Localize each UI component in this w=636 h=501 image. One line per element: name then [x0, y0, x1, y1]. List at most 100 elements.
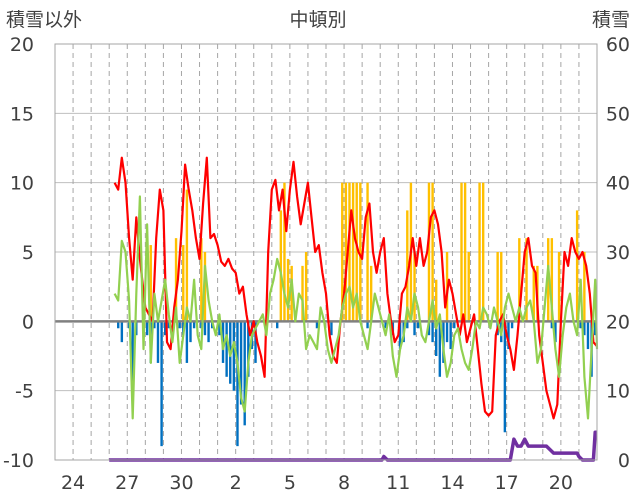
precipitation-bar	[351, 182, 355, 322]
min-temp-bar	[178, 321, 181, 329]
precipitation-bar	[174, 238, 178, 322]
precipitation-bar	[182, 245, 185, 322]
precipitation-bar	[550, 238, 554, 322]
x-tick-label: 11	[386, 472, 410, 494]
min-temp-bar	[276, 321, 279, 329]
precipitation-bar	[341, 182, 344, 322]
min-temp-bar	[438, 321, 442, 377]
precipitation-bar	[481, 182, 485, 322]
plot-frame	[54, 43, 598, 461]
left-y-tick-label: 20	[10, 34, 34, 56]
min-temp-bar	[117, 321, 120, 329]
min-temp-bar	[427, 321, 431, 336]
precipitation-bar	[478, 182, 481, 322]
min-temp-bar	[247, 321, 250, 377]
x-tick-label: 27	[115, 472, 139, 494]
chart-title: 中頓別	[289, 9, 346, 31]
right-y-tick-label: 60	[606, 34, 630, 56]
min-temp-bar	[586, 321, 590, 350]
x-tick-label: 8	[338, 472, 350, 494]
min-temp-bar	[218, 321, 221, 336]
min-temp-bar	[167, 321, 171, 329]
min-temp-bar	[416, 321, 420, 329]
min-temp-bar	[254, 321, 257, 363]
right-y-tick-label: 50	[606, 103, 630, 125]
min-temp-bar	[398, 321, 402, 350]
x-tick-label: 20	[549, 472, 573, 494]
precipitation-bar	[413, 252, 416, 322]
precipitation-bar	[355, 182, 358, 322]
min-temp-bar	[145, 321, 149, 336]
precipitation-bar	[500, 252, 503, 322]
min-temp-bar	[406, 321, 409, 329]
min-temp-bar	[236, 321, 239, 447]
min-temp-bar	[445, 321, 449, 343]
precipitation-bar	[286, 258, 290, 322]
precipitation-bar	[547, 238, 550, 322]
right-axis-title: 積雪	[592, 9, 630, 31]
avg-temperature-line	[113, 195, 599, 420]
min-temp-bar	[120, 321, 124, 343]
min-temp-bar	[366, 321, 369, 329]
min-temp-bar	[449, 321, 452, 350]
precipitation-bar	[406, 210, 409, 322]
precipitation-bar	[279, 210, 283, 322]
precipitation-bar	[283, 182, 286, 322]
min-temp-bar	[507, 321, 510, 350]
precipitation-bar	[525, 238, 528, 322]
min-temp-bar	[239, 321, 243, 405]
min-temp-bar	[243, 321, 246, 426]
right-y-tick-label: 30	[606, 242, 630, 264]
precipitation-bar	[435, 279, 438, 322]
precipitation-bar	[369, 265, 373, 322]
precipitation-bar	[348, 182, 351, 322]
min-temp-bar	[384, 321, 387, 329]
min-temp-bar	[579, 321, 582, 329]
min-temp-bar	[131, 321, 134, 384]
min-temp-bar	[593, 321, 597, 336]
precipitation-bar	[460, 182, 463, 322]
right-y-tick-label: 40	[606, 173, 630, 195]
min-temp-bar	[315, 321, 319, 329]
x-tick-label: 14	[440, 472, 464, 494]
precipitation-bar	[532, 265, 535, 322]
min-temp-bar	[554, 321, 557, 343]
left-y-tick-label: 0	[22, 311, 34, 333]
left-y-tick-label: 10	[10, 173, 34, 195]
precipitation-bar	[304, 252, 308, 322]
precipitation-bar	[583, 252, 586, 322]
precipitation-bar	[185, 189, 189, 322]
precipitation-bar	[427, 182, 431, 322]
min-temp-bar	[232, 321, 236, 391]
right-y-tick-label: 10	[606, 381, 630, 403]
min-temp-bar	[156, 321, 160, 363]
min-temp-bar	[185, 321, 189, 363]
min-temp-bar	[160, 321, 163, 447]
min-temp-bar	[164, 321, 167, 336]
precipitation-bar	[200, 238, 203, 322]
right-y-tick-label: 0	[618, 450, 630, 472]
grid	[55, 43, 597, 461]
min-temp-bar	[413, 321, 416, 336]
left-y-tick-label: 5	[22, 242, 34, 264]
x-tick-label: 5	[284, 472, 296, 494]
min-temp-bar	[192, 321, 196, 329]
x-tick-label: 30	[169, 472, 193, 494]
min-temp-bar	[203, 321, 207, 336]
min-temp-bar	[153, 321, 156, 329]
precipitation-bar	[467, 252, 470, 322]
left-y-tick-label: 15	[10, 103, 34, 125]
min-temp-bar	[453, 321, 456, 329]
precipitation-bar	[344, 182, 348, 322]
min-temp-bar	[503, 321, 507, 433]
precipitation-bar	[149, 245, 152, 322]
min-temp-bar	[225, 321, 228, 377]
precipitation-bar	[301, 265, 304, 322]
x-tick-label: 24	[61, 472, 85, 494]
precipitation-bar	[496, 252, 499, 322]
right-y-tick-label: 20	[606, 311, 630, 333]
max-temperature-line	[113, 156, 598, 420]
precipitation-bar	[431, 182, 434, 322]
